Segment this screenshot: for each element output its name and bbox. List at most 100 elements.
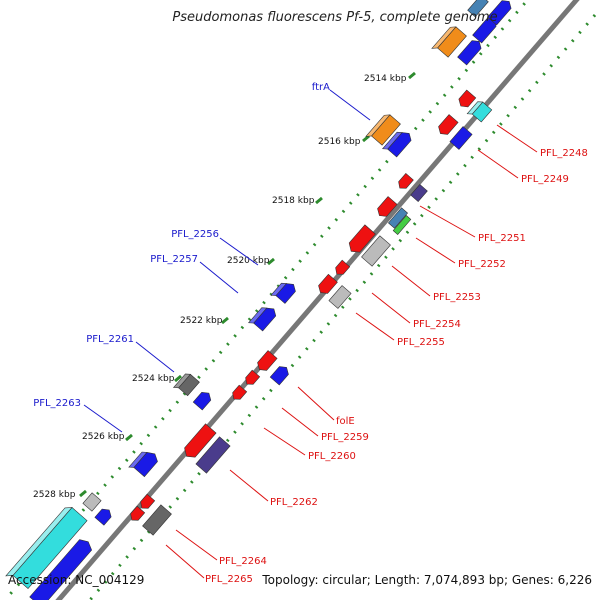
kbp-label: 2514 kbp xyxy=(364,74,407,84)
gene-block[interactable] xyxy=(387,207,409,229)
tick-mark xyxy=(174,374,182,383)
gene-block[interactable] xyxy=(255,350,278,374)
gene-PFL_2251[interactable] xyxy=(410,184,428,202)
gene-PFL_2253[interactable] xyxy=(346,224,376,256)
gene-block[interactable] xyxy=(396,173,414,191)
forward-gene-labels: ftrA PFL_2256 PFL_2257 PFL_2261 PFL_2263 xyxy=(33,82,330,409)
gene-block[interactable] xyxy=(456,89,477,110)
gene-PFL_2260[interactable] xyxy=(230,384,248,402)
kbp-label: 2524 kbp xyxy=(132,374,175,384)
gene-PFL_2249[interactable] xyxy=(449,126,473,150)
reverse-gene-labels: PFL_2248 PFL_2249 PFL_2251 PFL_2252 PFL_… xyxy=(205,148,588,585)
gene-block[interactable] xyxy=(181,423,217,461)
gene-label[interactable]: PFL_2260 xyxy=(308,451,356,462)
outer-track-genes xyxy=(5,0,514,604)
callout-line xyxy=(415,237,456,264)
gene-block[interactable] xyxy=(392,215,412,235)
gene-PFL_2256[interactable] xyxy=(270,278,298,306)
callout-line xyxy=(496,124,538,153)
gene-block[interactable] xyxy=(381,127,414,159)
kbp-tick-labels: 2514 kbp 2516 kbp 2518 kbp 2520 kbp 2522… xyxy=(33,74,407,500)
gene-block[interactable] xyxy=(192,389,213,411)
gene-label[interactable]: PFL_2257 xyxy=(150,254,198,265)
gene-PFL_2264[interactable] xyxy=(142,504,172,536)
callout-line xyxy=(355,312,395,341)
kbp-label: 2516 kbp xyxy=(318,137,361,147)
gene-ftrA[interactable] xyxy=(365,112,401,148)
callout-line xyxy=(371,292,411,324)
kbp-label: 2528 kbp xyxy=(33,490,76,500)
accession-text: Accession: NC_004129 xyxy=(8,573,145,587)
gene-label[interactable]: PFL_2262 xyxy=(270,497,318,508)
outer-track-guide xyxy=(3,0,530,601)
gene-label[interactable]: folE xyxy=(336,416,355,427)
gene-block[interactable] xyxy=(375,196,398,220)
kbp-label: 2522 kbp xyxy=(180,316,223,326)
inner-track-genes xyxy=(128,89,493,536)
tick-mark xyxy=(408,71,416,80)
gene-block[interactable] xyxy=(467,0,489,18)
gene-PFL_2259[interactable] xyxy=(243,369,261,387)
gene-label[interactable]: PFL_2253 xyxy=(433,292,481,303)
gene-folE[interactable] xyxy=(269,364,291,386)
tick-mark xyxy=(315,196,323,205)
gene-label[interactable]: ftrA xyxy=(312,82,330,93)
gene-label[interactable]: PFL_2265 xyxy=(205,574,253,585)
tick-mark xyxy=(221,316,229,325)
gene-PFL_2248[interactable] xyxy=(466,99,493,124)
callout-line xyxy=(175,529,218,561)
gene-block[interactable] xyxy=(457,37,484,66)
gene-label[interactable]: PFL_2261 xyxy=(86,334,134,345)
kbp-label: 2518 kbp xyxy=(272,196,315,206)
callout-lines-reverse xyxy=(165,124,538,579)
callout-line xyxy=(329,89,371,121)
gene-block[interactable] xyxy=(29,537,95,604)
gene-label[interactable]: PFL_2264 xyxy=(219,556,267,567)
callout-line xyxy=(229,469,269,502)
gene-label[interactable]: PFL_2248 xyxy=(540,148,588,159)
kbp-tick-marks xyxy=(79,71,416,498)
gene-block[interactable] xyxy=(82,492,102,512)
gene-block[interactable] xyxy=(487,0,514,26)
gene-block[interactable] xyxy=(436,114,459,138)
genome-title: Pseudomonas fluorescens Pf-5, complete g… xyxy=(172,10,498,25)
callout-line xyxy=(281,407,319,437)
gene-label[interactable]: PFL_2254 xyxy=(413,319,461,330)
callout-line xyxy=(263,427,306,456)
callout-line xyxy=(477,149,519,179)
gene-label[interactable]: PFL_2263 xyxy=(33,398,81,409)
kbp-label: 2526 kbp xyxy=(82,432,125,442)
callout-line xyxy=(219,237,259,266)
kbp-label: 2520 kbp xyxy=(227,256,270,266)
callout-line xyxy=(165,544,205,579)
gene-PFL_2261[interactable] xyxy=(172,372,200,398)
gene-PFL_2255[interactable] xyxy=(328,285,352,309)
gene-PFL_2262[interactable] xyxy=(195,436,231,474)
callout-line xyxy=(199,261,239,294)
inner-track-guide xyxy=(88,14,597,601)
callout-line xyxy=(419,205,476,238)
gene-block[interactable] xyxy=(5,504,88,592)
tick-mark xyxy=(79,489,87,498)
callout-line xyxy=(297,386,335,421)
gene-label[interactable]: PFL_2251 xyxy=(478,233,526,244)
gene-block[interactable] xyxy=(431,24,467,60)
gene-label[interactable]: PFL_2255 xyxy=(397,337,445,348)
gene-PFL_2265[interactable] xyxy=(138,493,156,511)
gene-PFL_2252[interactable] xyxy=(361,235,391,267)
gene-PFL_2257[interactable] xyxy=(247,302,279,333)
gene-block[interactable] xyxy=(94,506,114,526)
callout-line xyxy=(83,404,123,433)
gene-label[interactable]: PFL_2256 xyxy=(171,229,219,240)
gene-label[interactable]: PFL_2259 xyxy=(321,432,369,443)
gene-label[interactable]: PFL_2249 xyxy=(521,174,569,185)
gene-PFL_2254[interactable] xyxy=(316,273,338,296)
tick-mark xyxy=(362,134,370,143)
gene-block[interactable] xyxy=(128,505,146,523)
genome-backbone xyxy=(51,0,580,604)
gene-PFL_2263[interactable] xyxy=(128,447,160,479)
gene-block[interactable] xyxy=(333,259,351,277)
gene-label[interactable]: PFL_2252 xyxy=(458,259,506,270)
